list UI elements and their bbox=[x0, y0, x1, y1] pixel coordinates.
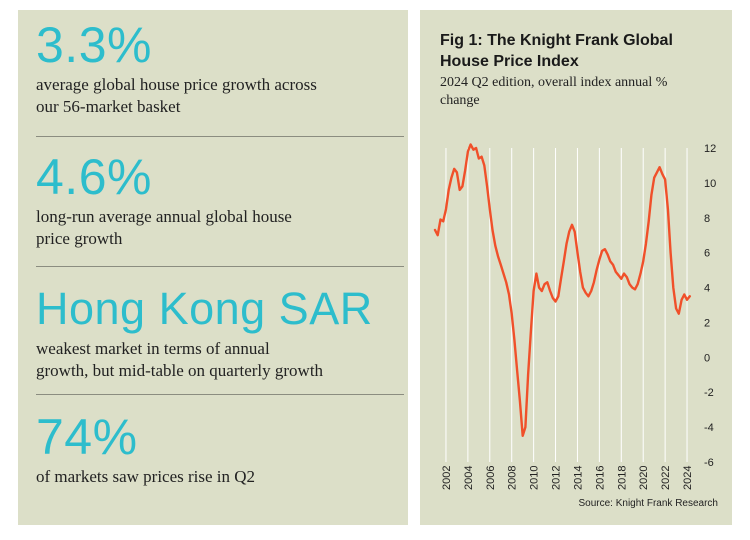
stat-description: long-run average annual global house pri… bbox=[36, 206, 406, 250]
y-tick-label: -4 bbox=[704, 422, 714, 434]
x-tick-label: 2022 bbox=[660, 466, 672, 490]
stat-description-line: our 56-market basket bbox=[36, 97, 181, 116]
y-tick-label: 8 bbox=[704, 213, 710, 225]
house-price-index-chart: 12 10 8 6 4 2 0 -2 -4 -6 2002 2004 2006 2008 2010 2012… bbox=[433, 143, 716, 490]
chart-source: Source: Knight Frank Research bbox=[578, 498, 718, 509]
chart-subtitle: 2024 Q2 edition, overall index annual % … bbox=[440, 75, 668, 108]
x-tick-label: 2016 bbox=[594, 466, 606, 490]
stat-markets-rising: 74% of markets saw prices rise in Q2 bbox=[36, 412, 406, 488]
x-tick-label: 2018 bbox=[616, 466, 628, 490]
y-tick-label: -2 bbox=[704, 387, 714, 399]
stat-description-line: average global house price growth across bbox=[36, 75, 317, 94]
x-tick-label: 2002 bbox=[441, 466, 453, 490]
y-tick-label: 4 bbox=[704, 283, 710, 295]
y-tick-label: 12 bbox=[704, 143, 716, 155]
series-line-0 bbox=[433, 143, 691, 437]
chart-panel: Fig 1: The Knight Frank Global House Pri… bbox=[420, 10, 732, 525]
stat-weakest-market: Hong Kong SAR weakest market in terms of… bbox=[36, 284, 406, 382]
stat-global-growth: 3.3% average global house price growth a… bbox=[36, 20, 406, 118]
stat-description-line: long-run average annual global house bbox=[36, 207, 292, 226]
x-tick-label: 2020 bbox=[638, 466, 650, 490]
stat-value: 74% bbox=[36, 409, 138, 465]
stat-description-line: price growth bbox=[36, 229, 123, 248]
stat-description: weakest market in terms of annual growth… bbox=[36, 338, 406, 382]
stat-description-line: of markets saw prices rise in Q2 bbox=[36, 467, 256, 486]
x-tick-label: 2012 bbox=[551, 466, 563, 490]
stat-description: of markets saw prices rise in Q2 bbox=[36, 466, 406, 488]
y-tick-label: 6 bbox=[704, 248, 710, 260]
stat-description: average global house price growth across… bbox=[36, 74, 406, 118]
x-tick-label: 2010 bbox=[529, 466, 541, 490]
stat-value: 4.6% bbox=[36, 149, 152, 205]
y-tick-label: 10 bbox=[704, 178, 716, 190]
chart-title: Fig 1: The Knight Frank Global House Pri… bbox=[440, 32, 673, 70]
y-tick-label: -6 bbox=[704, 457, 714, 469]
stat-description-line: growth, but mid-table on quarterly growt… bbox=[36, 361, 324, 380]
y-tick-label: 2 bbox=[704, 317, 710, 329]
divider bbox=[36, 394, 404, 395]
x-tick-label: 2008 bbox=[507, 466, 519, 490]
stat-description-line: weakest market in terms of annual bbox=[36, 339, 270, 358]
x-tick-label: 2004 bbox=[463, 466, 475, 490]
stat-value: Hong Kong SAR bbox=[36, 283, 373, 334]
divider bbox=[36, 136, 404, 137]
stat-long-run-growth: 4.6% long-run average annual global hous… bbox=[36, 152, 406, 250]
x-tick-label: 2006 bbox=[485, 466, 497, 490]
divider bbox=[36, 266, 404, 267]
x-tick-label: 2014 bbox=[572, 466, 584, 490]
key-stats-panel: 3.3% average global house price growth a… bbox=[18, 10, 408, 525]
stat-value: 3.3% bbox=[36, 17, 152, 73]
y-tick-label: 0 bbox=[704, 352, 710, 364]
x-tick-label: 2024 bbox=[682, 466, 694, 490]
